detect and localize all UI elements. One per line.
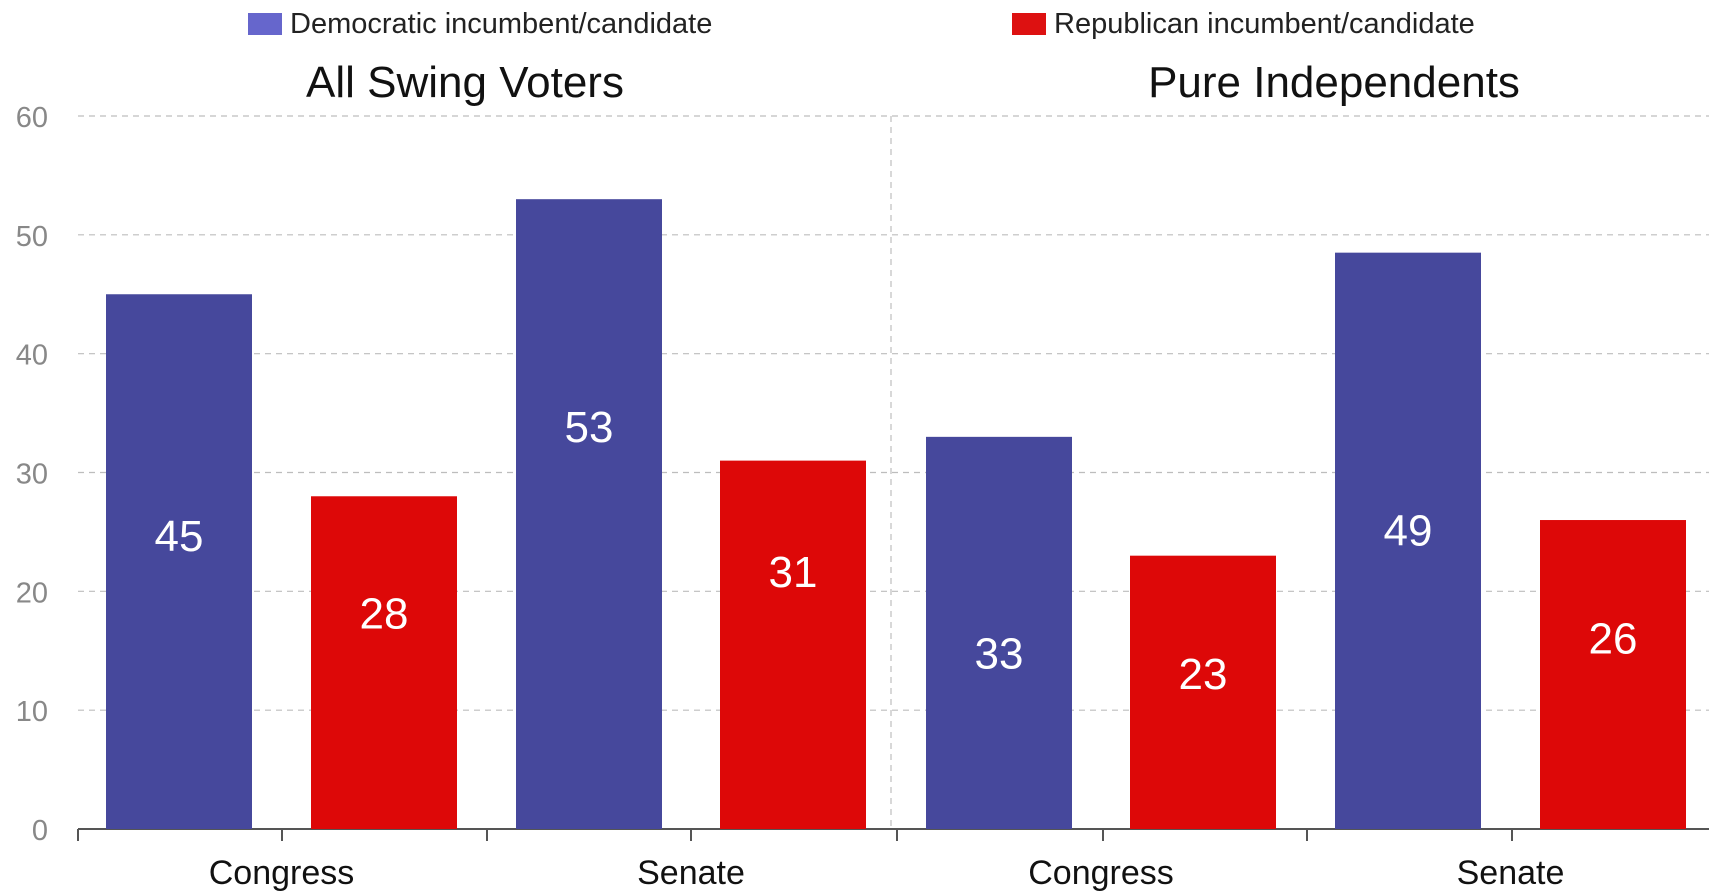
legend-swatch-republican (1012, 13, 1046, 35)
y-tick-label: 60 (16, 102, 48, 134)
bar-value-label: 23 (1179, 650, 1228, 699)
legend-republican: Republican incumbent/candidate (1012, 6, 1475, 42)
bar-value-label: 26 (1589, 614, 1638, 663)
y-tick-label: 20 (16, 577, 48, 609)
x-category-label: Senate (637, 854, 745, 892)
y-tick-label: 30 (16, 459, 48, 491)
legend-label-democratic: Democratic incumbent/candidate (290, 7, 713, 40)
x-category-label: Congress (1028, 854, 1174, 892)
bar-value-label: 33 (975, 630, 1024, 679)
bar (1335, 252, 1481, 830)
y-tick-label: 40 (16, 340, 48, 372)
x-category-label: Congress (209, 854, 355, 892)
legend-democratic: Democratic incumbent/candidate (248, 6, 712, 42)
bar-value-label: 49 (1384, 506, 1433, 555)
bar-value-label: 28 (360, 590, 409, 639)
bar (106, 294, 252, 829)
bar-value-label: 45 (155, 512, 204, 561)
bar (1130, 555, 1276, 829)
panel-title-all-swing-voters: All Swing Voters (306, 58, 624, 107)
bar (1540, 520, 1686, 829)
bar (926, 436, 1072, 829)
y-tick-label: 0 (32, 815, 48, 847)
panel-title-pure-independents: Pure Independents (1148, 58, 1520, 107)
bar-value-label: 31 (769, 548, 818, 597)
y-tick-label: 10 (16, 696, 48, 728)
y-tick-label: 50 (16, 221, 48, 253)
bar (720, 460, 866, 829)
bar (311, 496, 457, 829)
bar (516, 199, 662, 829)
bar-value-label: 53 (565, 403, 614, 452)
legend-label-republican: Republican incumbent/candidate (1054, 7, 1475, 40)
x-category-label: Senate (1457, 854, 1565, 892)
legend-swatch-democratic (248, 13, 282, 35)
